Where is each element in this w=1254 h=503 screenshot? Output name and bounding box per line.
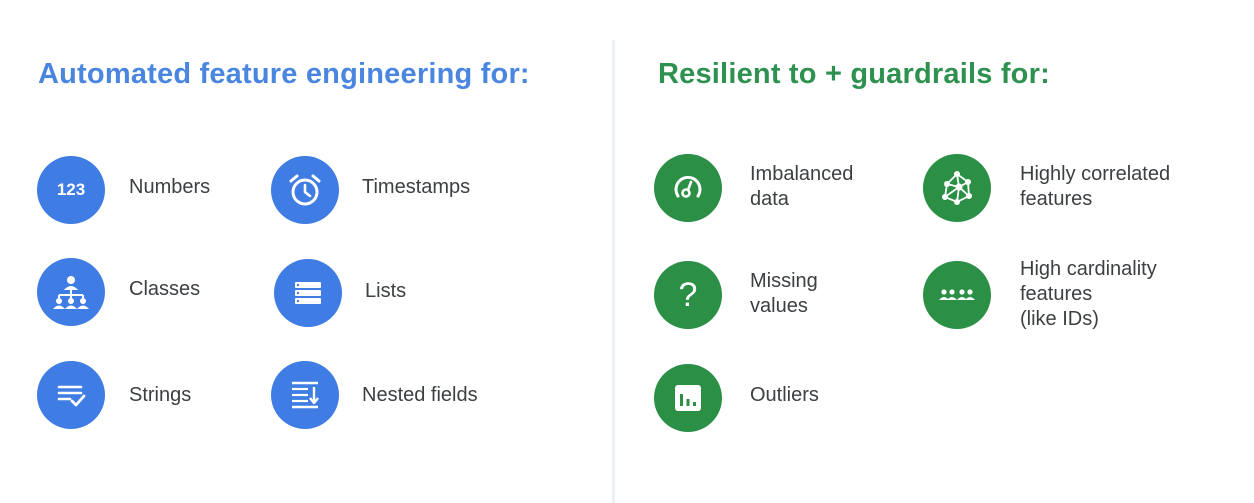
label-lists: Lists [365, 280, 407, 302]
label-classes: Classes [129, 278, 201, 300]
alarm-clock-icon [271, 156, 339, 224]
label-strings: Strings [129, 384, 192, 406]
label-numbers: Numbers [129, 176, 211, 198]
section-divider [612, 40, 615, 503]
left-section-title: Automated feature engineering for: [38, 58, 530, 90]
question-mark-icon: ? [654, 261, 722, 329]
list-rows-icon [274, 259, 342, 327]
label-missing-values: Missing values [750, 270, 818, 317]
text-check-icon [37, 361, 105, 429]
network-graph-icon [923, 154, 991, 222]
bar-chart-icon [654, 364, 722, 432]
label-nested-fields: Nested fields [362, 384, 478, 406]
label-timestamps: Timestamps [362, 176, 471, 198]
people-group-icon [923, 261, 991, 329]
label-high-cardinality: High cardinality features (like IDs) [1020, 258, 1157, 330]
number-123-icon: 123 [37, 156, 105, 224]
right-section-title: Resilient to + guardrails for: [658, 58, 1050, 90]
gauge-icon [654, 154, 722, 222]
label-outliers: Outliers [750, 384, 819, 406]
label-highly-correlated: Highly correlated features [1020, 163, 1171, 210]
nested-fields-icon [271, 361, 339, 429]
hierarchy-people-icon [37, 258, 105, 326]
label-imbalanced-data: Imbalanced data [750, 163, 854, 210]
